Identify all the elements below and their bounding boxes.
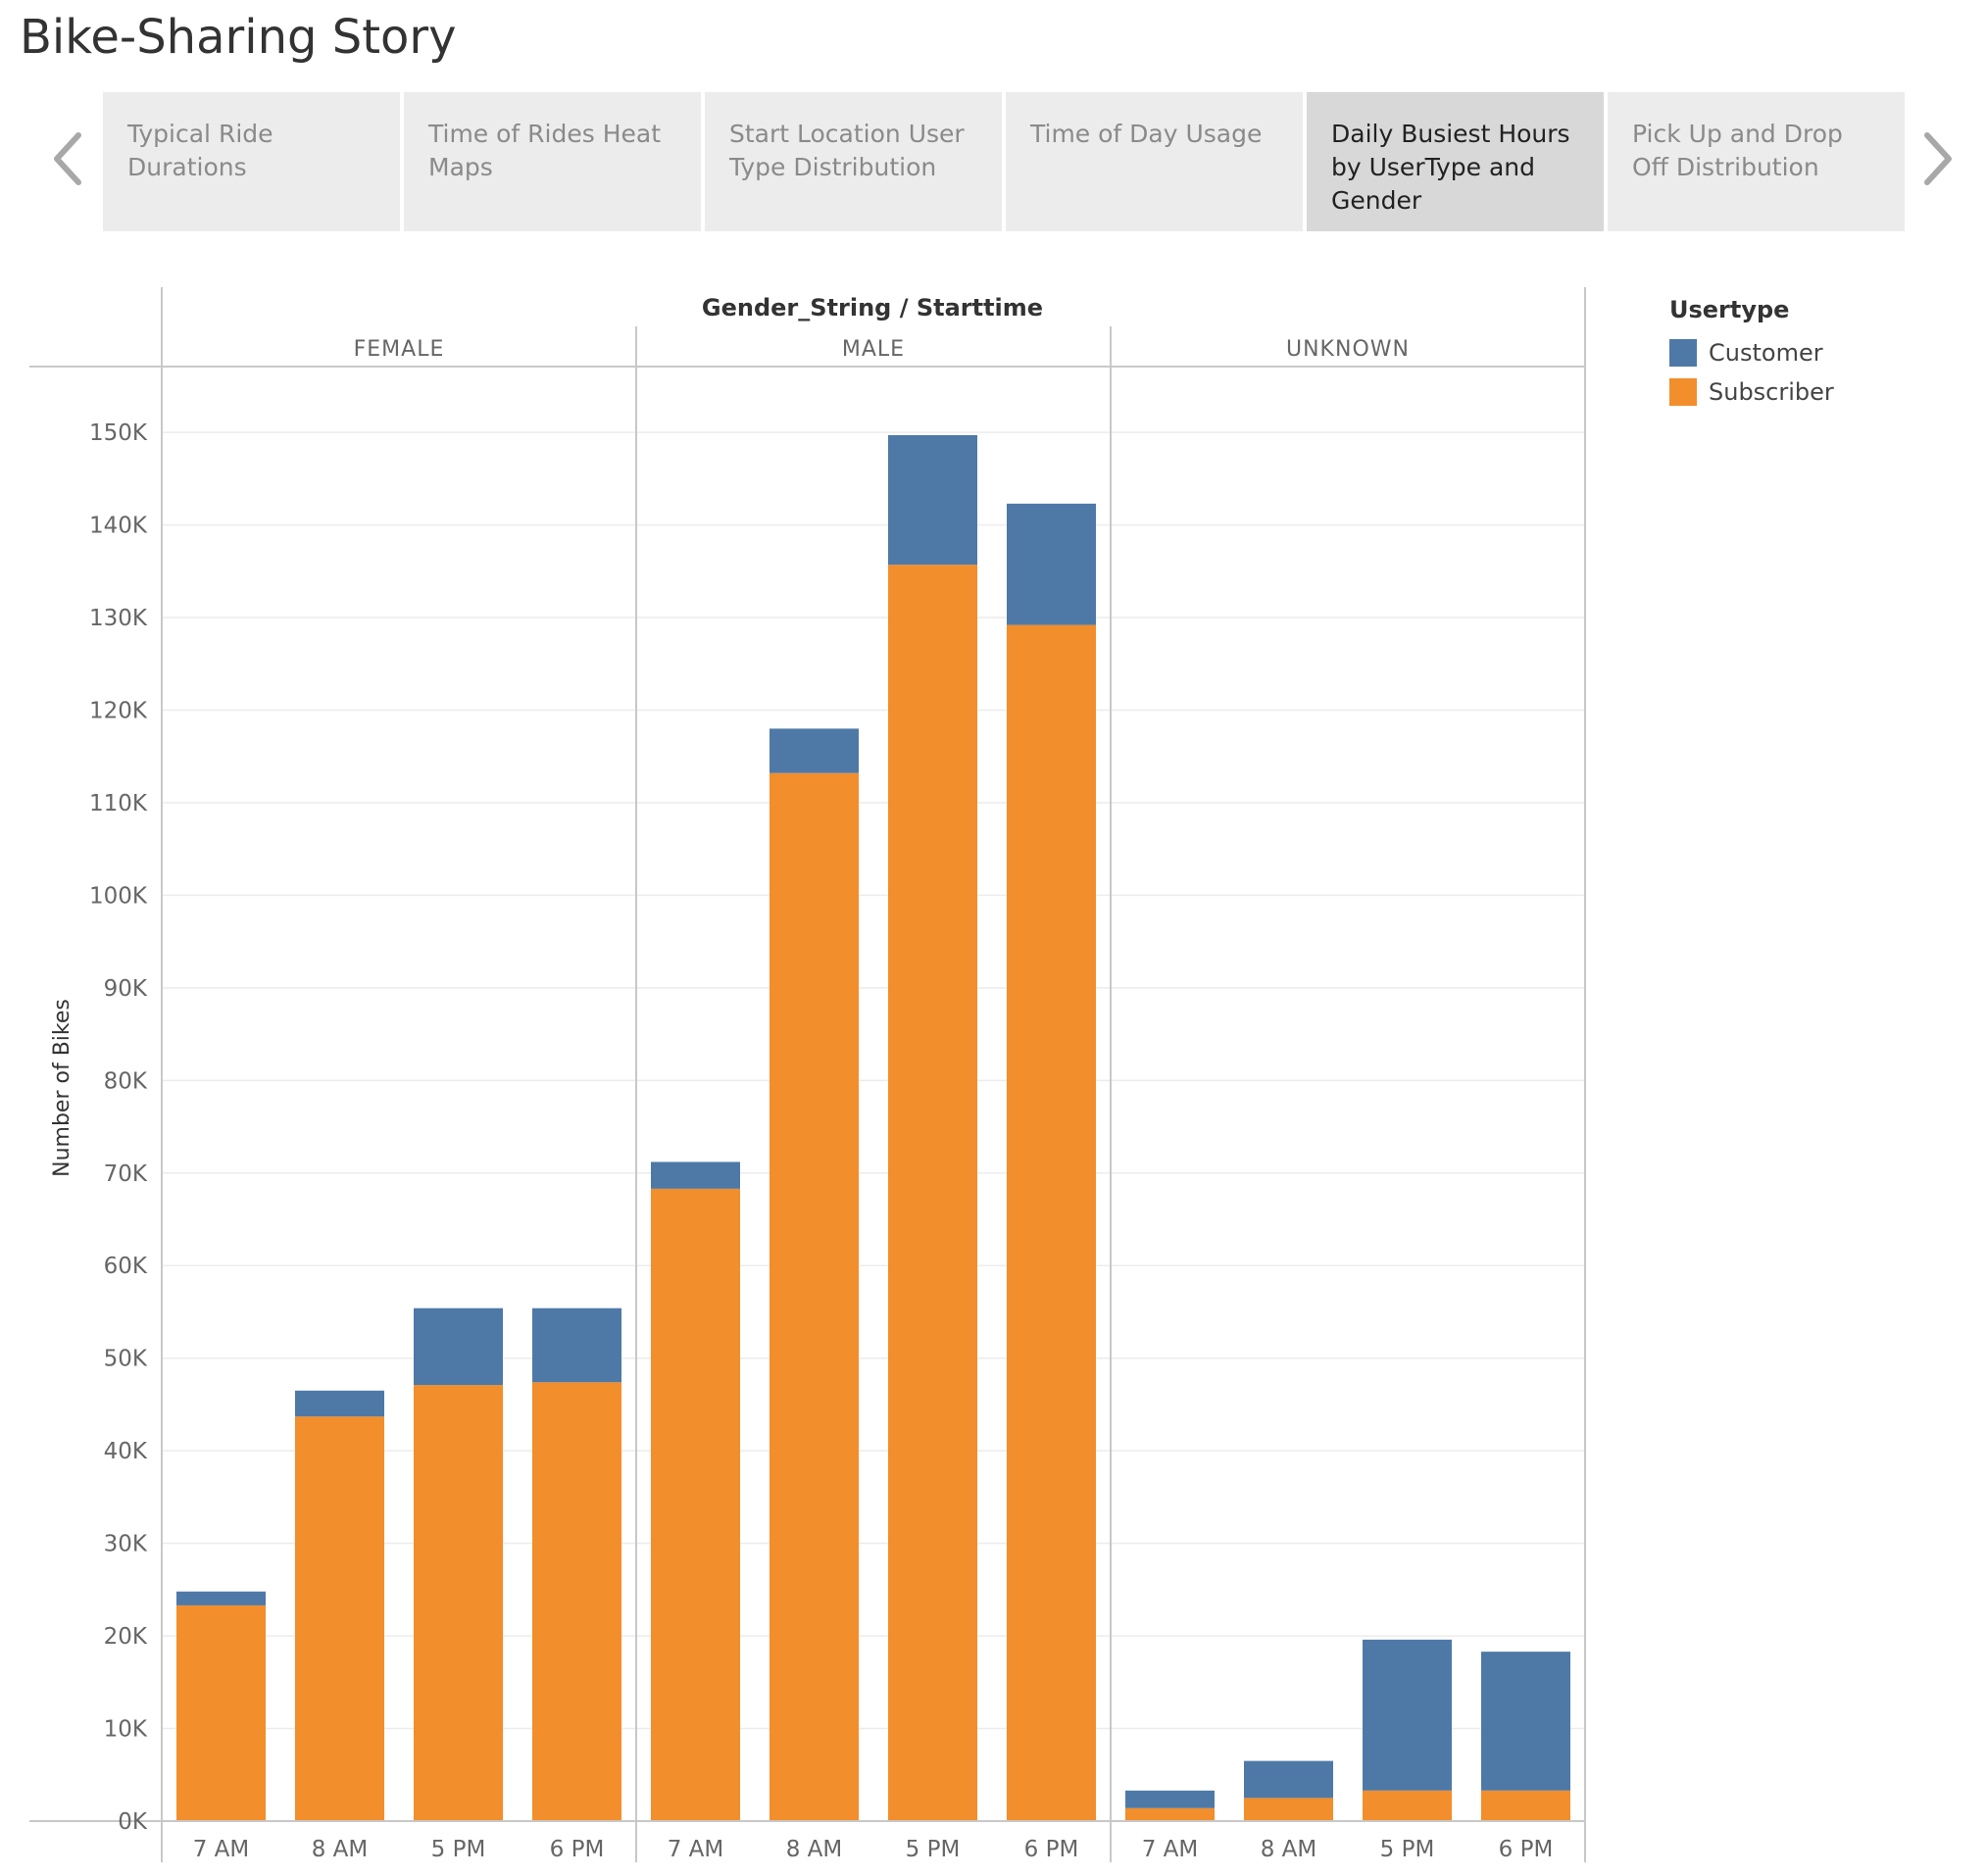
y-tick-label: 50K bbox=[104, 1347, 148, 1372]
legend-item-subscriber[interactable]: Subscriber bbox=[1669, 372, 1834, 412]
legend-swatch-customer bbox=[1669, 339, 1697, 367]
x-tick-label: 5 PM bbox=[906, 1837, 961, 1862]
bar-male-6-pm-subscriber bbox=[1007, 624, 1096, 1821]
y-tick-label: 20K bbox=[104, 1624, 148, 1650]
tab-daily-busiest-hours[interactable]: Daily Busiest Hours by UserType and Gend… bbox=[1307, 92, 1604, 231]
tab-time-of-rides-heat-maps[interactable]: Time of Rides Heat Maps bbox=[404, 92, 701, 231]
bar-female-5-pm-customer bbox=[414, 1308, 503, 1386]
bar-male-5-pm-subscriber bbox=[888, 565, 977, 1822]
x-tick-label: 7 AM bbox=[193, 1837, 250, 1862]
bar-female-8-am-subscriber bbox=[295, 1416, 384, 1821]
x-tick-label: 8 AM bbox=[312, 1837, 369, 1862]
x-tick-label: 8 AM bbox=[786, 1837, 843, 1862]
bar-unknown-6-pm-subscriber bbox=[1481, 1790, 1570, 1821]
panel-header-male: MALE bbox=[842, 337, 905, 362]
tab-pick-up-drop-off[interactable]: Pick Up and Drop Off Distribution bbox=[1608, 92, 1905, 231]
y-tick-label: 40K bbox=[104, 1439, 148, 1464]
x-tick-label: 5 PM bbox=[1380, 1837, 1435, 1862]
bar-unknown-6-pm-customer bbox=[1481, 1652, 1570, 1791]
bar-unknown-7-am-subscriber bbox=[1125, 1807, 1215, 1821]
x-tick-label: 6 PM bbox=[550, 1837, 605, 1862]
legend-label-customer: Customer bbox=[1709, 339, 1823, 367]
x-tick-label: 5 PM bbox=[431, 1837, 486, 1862]
legend-swatch-subscriber bbox=[1669, 378, 1697, 406]
y-tick-label: 60K bbox=[104, 1254, 148, 1279]
bar-female-6-pm-subscriber bbox=[532, 1382, 621, 1821]
x-tick-label: 8 AM bbox=[1261, 1837, 1317, 1862]
bar-male-7-am-subscriber bbox=[651, 1188, 740, 1821]
y-tick-label: 90K bbox=[104, 976, 148, 1002]
x-tick-label: 6 PM bbox=[1499, 1837, 1554, 1862]
bar-female-5-pm-subscriber bbox=[414, 1385, 503, 1821]
y-tick-label: 110K bbox=[89, 791, 148, 816]
legend-label-subscriber: Subscriber bbox=[1709, 378, 1834, 406]
tab-time-of-day-usage[interactable]: Time of Day Usage bbox=[1006, 92, 1303, 231]
bar-male-7-am-customer bbox=[651, 1161, 740, 1189]
bar-female-6-pm-customer bbox=[532, 1308, 621, 1383]
tab-typical-ride-durations[interactable]: Typical Ride Durations bbox=[103, 92, 400, 231]
x-tick-label: 7 AM bbox=[668, 1837, 724, 1862]
chevron-right-icon[interactable] bbox=[1917, 127, 1957, 190]
bar-unknown-5-pm-subscriber bbox=[1363, 1790, 1452, 1821]
y-tick-label: 70K bbox=[104, 1161, 148, 1187]
tab-start-location-user-type[interactable]: Start Location User Type Distribution bbox=[705, 92, 1002, 231]
y-axis-label: Number of Bikes bbox=[50, 999, 74, 1177]
y-tick-label: 10K bbox=[104, 1717, 148, 1743]
y-tick-label: 0K bbox=[118, 1809, 148, 1835]
panel-header-unknown: UNKNOWN bbox=[1286, 337, 1410, 362]
bar-unknown-5-pm-customer bbox=[1363, 1639, 1452, 1791]
y-tick-label: 120K bbox=[89, 698, 148, 723]
x-tick-label: 7 AM bbox=[1142, 1837, 1199, 1862]
chevron-left-icon[interactable] bbox=[49, 127, 88, 190]
y-tick-label: 130K bbox=[89, 606, 148, 631]
legend: Usertype Customer Subscriber bbox=[1669, 296, 1834, 412]
bar-unknown-8-am-customer bbox=[1244, 1760, 1333, 1799]
story-title: Bike-Sharing Story bbox=[20, 10, 457, 65]
legend-title: Usertype bbox=[1669, 296, 1790, 323]
bar-male-5-pm-customer bbox=[888, 434, 977, 566]
bar-unknown-7-am-customer bbox=[1125, 1790, 1215, 1808]
panel-header-female: FEMALE bbox=[354, 337, 445, 362]
y-tick-label: 150K bbox=[89, 420, 148, 446]
y-tick-label: 140K bbox=[89, 514, 148, 539]
bar-female-7-am-customer bbox=[176, 1591, 266, 1605]
chart-header: Gender_String / Starttime bbox=[702, 294, 1043, 321]
y-tick-label: 100K bbox=[89, 883, 148, 909]
x-tick-label: 6 PM bbox=[1024, 1837, 1079, 1862]
bar-male-8-am-subscriber bbox=[770, 772, 859, 1821]
bar-male-6-pm-customer bbox=[1007, 503, 1096, 625]
bar-male-8-am-customer bbox=[770, 728, 859, 773]
bar-unknown-8-am-subscriber bbox=[1244, 1798, 1333, 1821]
bar-female-8-am-customer bbox=[295, 1390, 384, 1417]
bar-female-7-am-subscriber bbox=[176, 1604, 266, 1821]
legend-item-customer[interactable]: Customer bbox=[1669, 333, 1834, 372]
y-tick-label: 30K bbox=[104, 1532, 148, 1557]
y-tick-label: 80K bbox=[104, 1068, 148, 1094]
